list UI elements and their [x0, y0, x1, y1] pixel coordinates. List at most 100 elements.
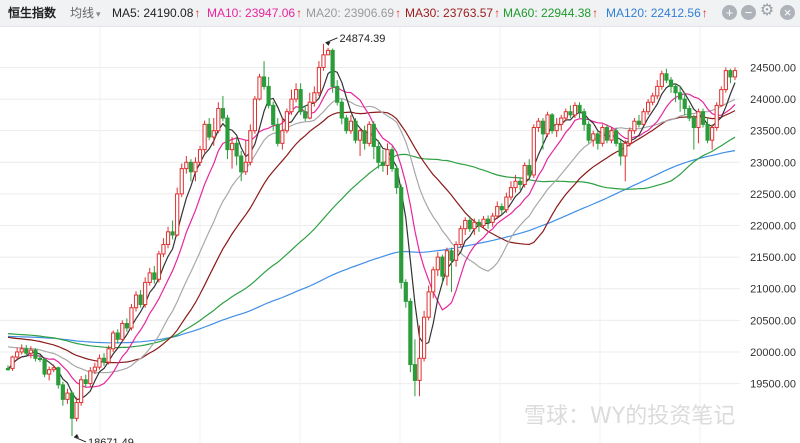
candle-body: [723, 70, 728, 91]
indicator-mode-dropdown[interactable]: 均线 ▾: [70, 6, 101, 21]
candle-body: [257, 76, 262, 100]
candle-body: [303, 111, 308, 119]
candle-body: [60, 384, 65, 400]
candle-body: [5, 367, 11, 371]
candle-body: [344, 117, 349, 132]
candle-body: [572, 104, 578, 116]
candle-body: [307, 101, 312, 119]
candle-body: [211, 130, 216, 138]
candle-body: [234, 142, 239, 157]
candle-body: [83, 379, 88, 385]
candle-body: [202, 123, 207, 151]
candle-body: [129, 307, 134, 329]
candle-body: [170, 231, 175, 236]
y-tick-label: 22500.00: [750, 189, 796, 201]
candle-body: [220, 108, 225, 119]
candle-body: [69, 392, 75, 419]
candle-body: [700, 111, 706, 125]
candle-body: [431, 269, 436, 293]
candle-body: [719, 89, 724, 106]
ma30-label: MA30: 23763.57↑: [405, 6, 501, 20]
candle-body: [101, 357, 107, 363]
caret-down-icon: ▾: [96, 9, 101, 19]
candle-body: [472, 221, 477, 230]
candle-body: [321, 54, 326, 68]
ma20-label: MA20: 23906.69↑: [306, 6, 402, 20]
candle-body: [614, 130, 619, 144]
candle-body: [120, 323, 125, 340]
candle-body: [65, 392, 70, 400]
zoom-out-icon[interactable]: −: [741, 5, 756, 20]
candle-body: [28, 349, 33, 354]
y-tick-label: 21000.00: [750, 284, 796, 296]
candle-body: [111, 332, 116, 350]
ma20-line: [7, 97, 736, 374]
indicator-bar: 恒生指数 均线 ▾ MA5: 24190.08↑ MA10: 23947.06↑ …: [0, 0, 800, 27]
candle-body: [152, 272, 157, 280]
candle-body: [216, 108, 221, 132]
candle-body: [376, 145, 381, 163]
candle-body: [362, 130, 367, 144]
candle-body: [403, 281, 408, 302]
candle-body: [463, 219, 468, 230]
candle-body: [248, 130, 253, 163]
candle-body: [394, 168, 399, 189]
candle-body: [732, 70, 738, 78]
candle-body: [664, 73, 669, 81]
candle-body: [513, 180, 518, 189]
candle-body: [47, 369, 52, 375]
candle-body: [582, 111, 587, 125]
y-tick-label: 23000.00: [750, 157, 796, 169]
candle-body: [563, 111, 568, 119]
indicator-mode-label: 均线: [70, 6, 95, 20]
candle-body: [481, 218, 486, 227]
candle-body: [298, 89, 303, 113]
candle-body: [518, 180, 523, 185]
candle-body: [504, 196, 509, 211]
candle-body: [435, 256, 440, 271]
ma5-line: [7, 69, 736, 401]
min-value-label: 18671.49: [88, 437, 134, 443]
candle-body: [156, 253, 161, 280]
candle-body: [289, 98, 294, 113]
candle-body: [229, 142, 235, 151]
candle-body: [161, 243, 166, 255]
ma30-line: [7, 110, 736, 364]
candle-body: [554, 123, 559, 132]
candle-body: [348, 120, 354, 132]
candle-body: [184, 161, 189, 170]
y-tick-label: 21500.00: [750, 252, 796, 264]
candle-body: [458, 228, 463, 245]
candle-body: [133, 294, 139, 309]
candle-body: [42, 359, 47, 375]
candle-body: [367, 123, 372, 144]
y-tick-label: 19500.00: [750, 379, 796, 391]
gear-icon[interactable]: ⚙: [759, 2, 775, 19]
ma120-line: [7, 150, 736, 344]
candle-body: [440, 256, 445, 277]
candle-body: [417, 357, 422, 381]
candle-body: [604, 127, 610, 141]
close-icon[interactable]: ×: [780, 5, 795, 20]
candle-body: [627, 130, 632, 144]
ma10-label: MA10: 23947.06↑: [207, 6, 303, 20]
zoom-in-icon[interactable]: +: [722, 5, 737, 20]
candle-body: [527, 164, 532, 176]
max-marker: [325, 37, 338, 44]
candle-body: [655, 85, 660, 97]
candle-body: [88, 370, 93, 385]
candle-body: [495, 206, 500, 217]
candle-body: [618, 142, 623, 157]
candle-body: [92, 366, 97, 372]
candle-body: [444, 250, 450, 277]
candle-body: [559, 117, 564, 125]
candle-body: [24, 348, 29, 354]
candle-body: [577, 104, 582, 113]
index-title: 恒生指数: [8, 6, 57, 20]
ma60-label: MA60: 22944.38↑: [503, 6, 599, 20]
candle-body: [399, 187, 404, 283]
candle-body: [165, 231, 171, 245]
y-tick-label: 20000.00: [750, 347, 796, 359]
